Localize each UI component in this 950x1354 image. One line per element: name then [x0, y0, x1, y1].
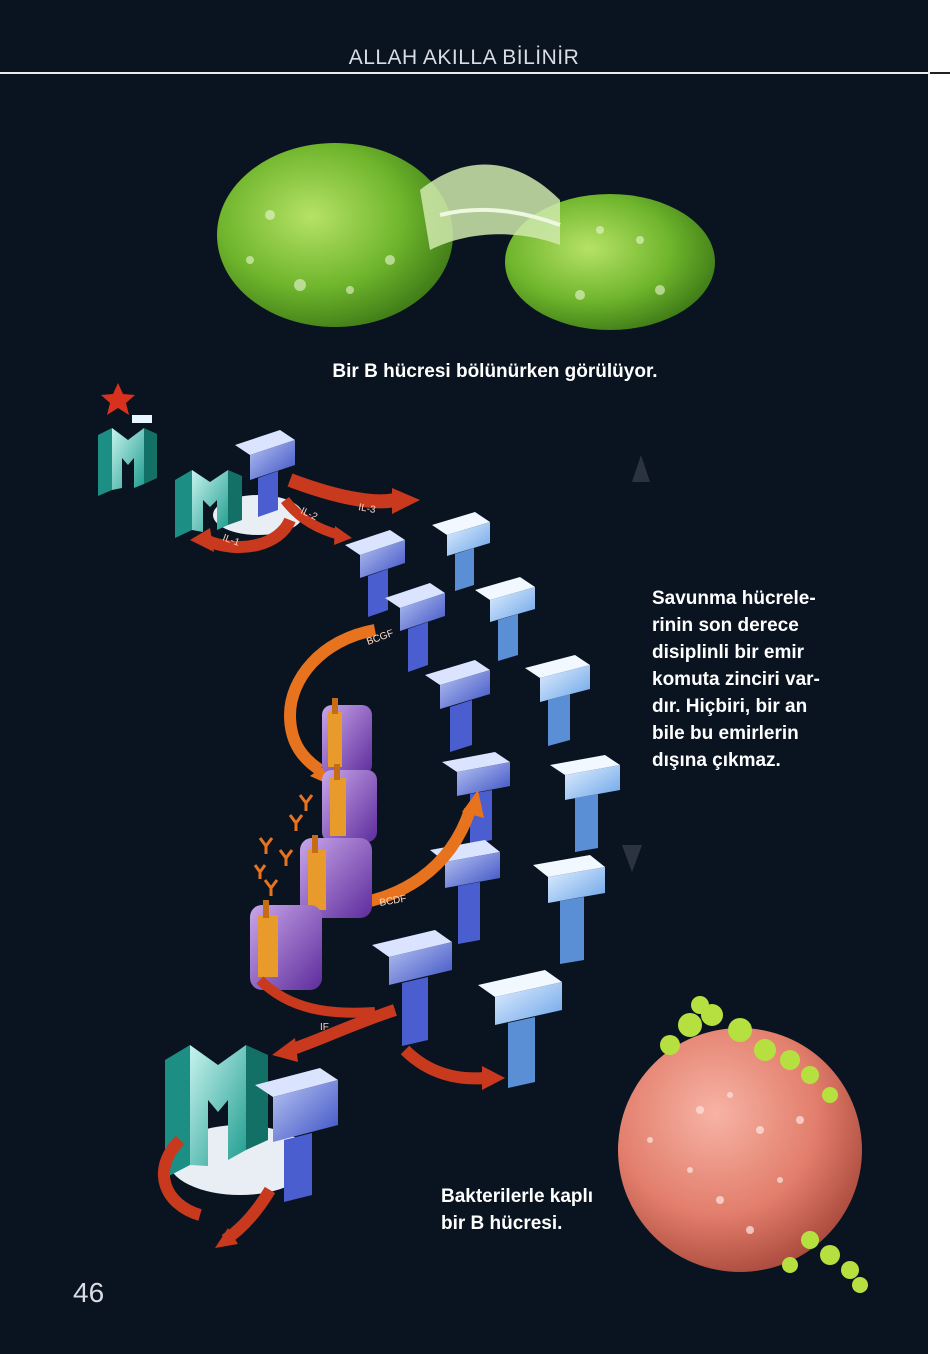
t-cell	[345, 530, 405, 617]
b-cell	[322, 764, 377, 842]
label-if: IF	[320, 1022, 329, 1033]
t-cell	[372, 930, 452, 1046]
caption-line: rinin son derece	[652, 615, 799, 636]
page-number: 46	[73, 1277, 105, 1308]
t-cell	[425, 660, 490, 752]
label-bcdf: BCDF	[379, 893, 408, 909]
b-cell	[250, 900, 322, 990]
t-cell-light	[533, 855, 605, 964]
star-icon	[101, 383, 135, 415]
caption-line: disiplinli bir emir	[652, 642, 805, 663]
macrophage-cell-small	[98, 415, 157, 496]
caption-line: komuta zinciri var-	[652, 669, 820, 690]
illustration-layer: IL-3 IL-2 IL-1 BCGF	[98, 143, 868, 1293]
if-arrows: IF	[256, 976, 505, 1090]
t-cell-light	[432, 512, 490, 591]
caption-command-chain: Savunma hücrele- rinin son derece disipl…	[652, 585, 892, 774]
caption-line: Bakterilerle kaplı	[441, 1186, 594, 1207]
margin-tick	[930, 72, 950, 74]
running-header: ALLAH AKILLA BİLİNİR	[348, 46, 580, 69]
signal-arrows-top: IL-3 IL-2 IL-1	[190, 473, 420, 553]
page-margin-strip	[928, 0, 950, 1354]
t-cell-light	[550, 755, 620, 852]
label-il3: IL-3	[357, 502, 376, 516]
caption-line: bir B hücresi.	[441, 1213, 563, 1234]
bacteria-b-cell-image	[618, 996, 868, 1293]
caption-line: dışına çıkmaz.	[652, 750, 781, 771]
t-cell-grid-light	[432, 512, 620, 1088]
b-cell-stack	[250, 698, 377, 990]
t-cell	[385, 583, 445, 672]
b-cell	[300, 835, 372, 918]
caption-line: bile bu emirlerin	[652, 723, 799, 744]
header-rule	[0, 72, 928, 74]
caption-bacteria-cell: Bakterilerle kaplı bir B hücresi.	[441, 1183, 641, 1237]
dividing-b-cell-image	[217, 143, 715, 330]
caption-dividing-cell: Bir B hücresi bölünürken görülüyor.	[332, 361, 658, 382]
t-cell-light	[475, 577, 535, 661]
antibody-icons	[253, 794, 314, 896]
t-cell-light	[478, 970, 562, 1088]
t-cell-light	[525, 655, 590, 746]
book-page: ALLAH AKILLA BİLİNİR	[0, 0, 928, 1354]
b-cell	[322, 698, 372, 775]
macrophage-t-cell-bottom	[157, 1045, 338, 1248]
macrophage-t-cell-top	[175, 430, 303, 538]
caption-line: dır. Hiçbiri, bir an	[652, 696, 808, 717]
t-cell-grid	[345, 530, 510, 1046]
caption-line: Savunma hücrele-	[652, 588, 816, 609]
